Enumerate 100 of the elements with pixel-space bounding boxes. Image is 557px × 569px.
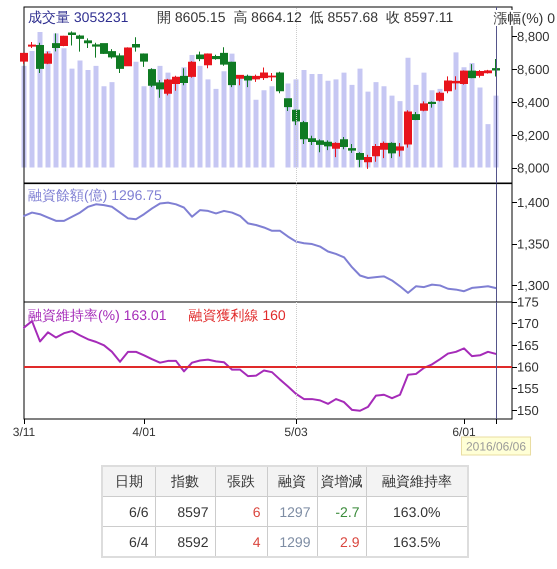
category-label: 6/6 <box>129 504 148 520</box>
bar <box>238 76 242 168</box>
y-tick-label: 8,400 <box>517 94 550 110</box>
candlestick <box>356 152 364 168</box>
bar <box>46 50 50 168</box>
candlestick <box>188 60 196 78</box>
bar <box>310 74 314 168</box>
x-tick-label: 2016/06/06 <box>466 440 526 454</box>
candlestick <box>28 42 36 48</box>
candlestick <box>292 108 300 126</box>
candlestick <box>68 30 76 46</box>
y-tick-label: 150 <box>517 402 539 418</box>
candlestick <box>180 68 188 86</box>
annotation: 漲幅(%) 0 <box>494 10 556 26</box>
bar <box>54 33 58 168</box>
bar <box>478 88 482 168</box>
candlestick <box>276 71 284 94</box>
candlestick <box>340 136 348 150</box>
bar <box>318 74 322 168</box>
bar <box>270 86 274 168</box>
text: 日期 <box>102 466 155 496</box>
y-tick-label: 175 <box>517 294 539 310</box>
bar <box>110 82 114 168</box>
chart-title: 開 8605.15 高 8664.12 低 8557.68 收 8597.11 <box>157 9 454 25</box>
candlestick <box>84 38 92 48</box>
y-tick-label: 8,800 <box>517 29 550 44</box>
category-label: 融資維持率 <box>366 466 468 496</box>
y-tick-label: 1,300 <box>517 278 550 293</box>
bar <box>86 70 90 168</box>
candlestick <box>140 52 148 68</box>
category-label: 6/4 <box>129 534 148 550</box>
bar <box>30 50 34 168</box>
text: 1297 <box>279 504 310 520</box>
y-tick-label: 170 <box>517 316 539 332</box>
bar <box>142 86 146 168</box>
candlestick <box>332 142 340 158</box>
y-tick-label: 8,600 <box>517 62 550 78</box>
x-tick-label: 6/01 <box>452 425 476 439</box>
y-tick-label: 160 <box>517 360 539 374</box>
y-tick-label: 155 <box>517 381 539 396</box>
bar <box>246 75 250 168</box>
candlestick <box>492 58 500 77</box>
candlestick <box>236 74 244 86</box>
y-tick-label: 1,350 <box>517 236 550 252</box>
bar <box>94 66 98 168</box>
chart-title: 融資維持率(%) 163.01 <box>28 307 167 323</box>
bar <box>134 62 138 168</box>
candlestick <box>124 46 132 67</box>
chart-title: 融資餘額(億) 1296.75 <box>28 187 162 203</box>
text: 163.5% <box>393 534 440 550</box>
bar <box>158 66 162 168</box>
bar <box>102 86 106 168</box>
candlestick <box>412 111 420 121</box>
candlestick <box>436 91 444 102</box>
text: 8592 <box>177 534 208 550</box>
bar <box>262 90 266 168</box>
bar <box>254 100 258 168</box>
chart-title: 成交量 3053231 <box>28 9 129 25</box>
y-tick-label: 8,200 <box>517 128 550 143</box>
text: -2.7 <box>335 504 360 520</box>
bar <box>398 101 402 168</box>
candlestick <box>196 51 204 62</box>
candlestick <box>52 32 60 52</box>
bar <box>214 88 218 168</box>
candlestick <box>36 42 44 74</box>
line-series <box>23 202 497 294</box>
text: 4 <box>252 534 260 550</box>
ref-line-label: 融資獲利線 160 <box>188 307 286 323</box>
bar <box>358 68 362 168</box>
bar <box>334 79 338 168</box>
text: 2.9 <box>340 534 360 550</box>
candlestick <box>364 154 372 170</box>
bar <box>206 79 210 168</box>
x-tick-label: 3/11 <box>12 425 36 439</box>
candlestick <box>204 52 212 69</box>
bar <box>470 63 474 168</box>
category-label: 張跌 <box>215 466 267 496</box>
bar <box>182 67 186 168</box>
text: 163.0% <box>393 504 440 520</box>
candlestick <box>284 98 292 112</box>
y-tick-label: 1,400 <box>517 195 550 210</box>
y-tick-label: 165 <box>517 338 539 353</box>
candlestick <box>132 36 140 52</box>
text: 6 <box>252 504 260 520</box>
candlestick <box>76 34 84 52</box>
bar <box>454 52 458 168</box>
bar <box>326 80 330 168</box>
candlestick <box>396 142 404 158</box>
bar <box>414 84 418 168</box>
category-label: 指數 <box>155 466 215 496</box>
bar <box>222 71 226 168</box>
candlestick <box>420 100 428 112</box>
x-tick-label: 5/03 <box>284 425 308 439</box>
bar <box>62 48 66 168</box>
candlestick <box>244 74 252 88</box>
category-label: 融資 <box>267 466 317 496</box>
x-tick-label: 4/01 <box>132 425 156 439</box>
candlestick <box>428 100 436 108</box>
bar <box>350 84 354 168</box>
candlestick <box>348 144 356 154</box>
